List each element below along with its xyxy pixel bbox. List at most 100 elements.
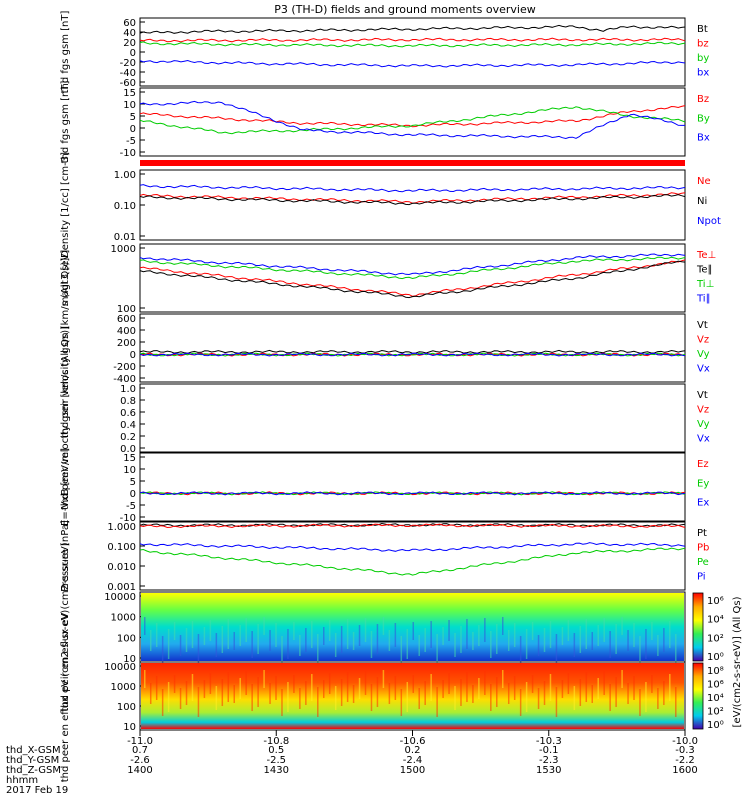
series-line-Ey [139, 491, 686, 496]
panel-frame [139, 521, 686, 591]
legend-Npot: Npot [697, 216, 721, 227]
spectrogram-streak [591, 685, 593, 703]
spectrogram-streak [257, 677, 259, 707]
panel-density: Density [1/cc] [cm-3] 1.00 0.10 0.01 Ne Ni Npo… [60, 152, 721, 258]
spectrogram-streak [257, 624, 259, 654]
spectrogram-streak [484, 618, 486, 642]
spectrogram-streak [161, 636, 164, 663]
spectrogram-streak [555, 634, 558, 664]
spectrogram-streak [579, 679, 582, 706]
ytick-label: 1.000 [107, 522, 136, 533]
spectrogram-streak [519, 636, 522, 663]
spectrogram-streak [621, 617, 623, 635]
ytick-label: 1.00 [114, 170, 136, 181]
date-label: 2017 Feb 19 [6, 785, 68, 796]
series-line-bx [139, 59, 686, 68]
ytick-label: 0.4 [120, 420, 136, 431]
series-line-Bx [139, 100, 685, 140]
xtick-top-label: -10.8 [263, 736, 289, 747]
spectrogram-streak [543, 681, 546, 705]
ytick-label: -60 [120, 78, 136, 89]
series-line-Pb [139, 523, 686, 529]
colorbar-tick: 10⁸ [707, 666, 724, 677]
colorbar-tick: 10⁰ [707, 652, 724, 663]
ytick-label: -10 [120, 513, 136, 524]
spectrogram-streak [311, 621, 313, 648]
spectrogram-streak [346, 672, 349, 702]
spectrogram-streak [496, 624, 498, 654]
spectrogram-streak [675, 634, 677, 664]
spectrogram-streak [603, 618, 605, 642]
spectrogram-streak [394, 676, 397, 700]
spectrogram-streak [287, 682, 289, 712]
series-line-Vx [139, 352, 686, 357]
spectrogram-streak [323, 627, 325, 645]
spectrogram-streak [651, 622, 653, 640]
spectrogram-fill [141, 663, 684, 729]
footer-row-value: 1600 [672, 765, 697, 776]
spectrogram-streak [502, 670, 504, 688]
spectrogram-streak [227, 619, 230, 649]
spectrogram-streak [448, 620, 450, 641]
footer-row-value: 1400 [127, 765, 152, 776]
series-line-By [139, 106, 686, 135]
series-line-Pe [139, 547, 686, 576]
spectrogram-streak [639, 689, 641, 716]
ytick-label: 10 [123, 465, 136, 476]
panel-frame [139, 17, 686, 87]
ytick-label: 1000 [111, 244, 136, 255]
ytick-label: 0.01 [114, 232, 136, 243]
xtick-top-label: -10.6 [400, 736, 426, 747]
spectrogram-streak [155, 676, 158, 700]
series-line-Pt [139, 522, 686, 528]
ytick-label: 0.0 [120, 444, 136, 455]
spectrogram-streak [490, 631, 492, 658]
series-line-bz [139, 37, 686, 43]
spectrogram-streak [412, 675, 414, 693]
spectrogram-streak [597, 625, 599, 646]
ytick-label: 0 [130, 350, 136, 361]
ytick-label: 100 [117, 702, 136, 713]
spectrogram-streak [221, 626, 224, 653]
spectrogram-streak [293, 675, 295, 693]
spectrogram-streak [585, 672, 588, 702]
spectrogram-streak [376, 677, 379, 707]
spectrogram-streak [364, 618, 367, 642]
footer-row-value: -2.4 [403, 755, 423, 766]
spectrogram-streak [466, 672, 468, 702]
spectrogram-streak [549, 674, 552, 701]
panel-ylabel: thd peer en eflux eV (cm2-s-sr-eV) [60, 610, 71, 783]
spectrogram-streak [496, 677, 498, 707]
legend-Ne: Ne [697, 176, 711, 187]
series-line-Vz [139, 352, 686, 357]
colorbar [692, 592, 704, 662]
spectrogram-streak [251, 631, 253, 658]
panel-ylabel: E=-VxB [mV/m] [60, 448, 71, 526]
legend-Pb: Pb [697, 543, 709, 554]
spectrogram-streak [382, 670, 385, 688]
footer-row-value: 0.5 [268, 745, 284, 756]
spectrogram-streak [233, 632, 235, 650]
spectrogram-streak [388, 683, 391, 704]
spectrogram-streak [197, 634, 200, 664]
spectrogram-streak [406, 629, 409, 659]
spectrogram-streak [323, 680, 325, 698]
spectrogram-streak [645, 629, 647, 659]
spectrogram-streak [233, 685, 235, 703]
ytick-label: -400 [113, 374, 136, 385]
ytick-label: 10 [123, 100, 136, 111]
legend-Ez: Ez [697, 459, 709, 470]
colorbar-tick: 10⁶ [707, 596, 724, 607]
spectrogram-streak [358, 625, 361, 646]
footer-row-value: 0.7 [132, 745, 148, 756]
spectrogram-streak [442, 680, 444, 698]
spectrogram-streak [346, 619, 349, 649]
spectrogram-streak [364, 671, 367, 695]
spectrogram-streak [466, 619, 468, 649]
panel-frame [139, 313, 686, 383]
panel-ylabel: Density [1/cc] [cm-3] [60, 152, 71, 258]
ytick-label: 10000 [104, 662, 136, 673]
spectrogram-streak [209, 673, 212, 694]
spectrogram-streak [191, 674, 194, 701]
footer-row-value: 0.2 [405, 745, 421, 756]
